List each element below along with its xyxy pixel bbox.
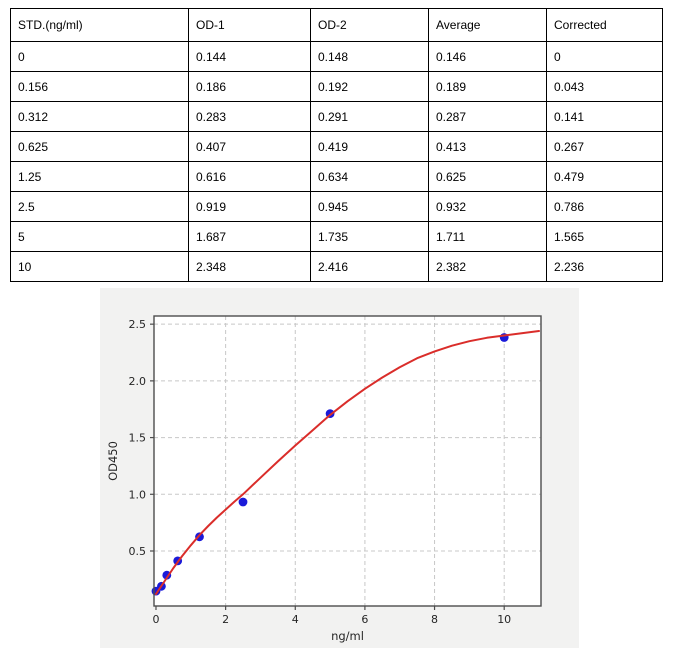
table-cell: 0.634 <box>310 161 429 192</box>
column-header-std-ng-ml-: STD.(ng/ml) <box>10 8 189 42</box>
table-cell: 0.141 <box>546 101 663 132</box>
table-cell: 0.156 <box>10 71 189 102</box>
standard-curve-chart: 0 2 4 6 8 10 0.5 1.0 1.5 2.0 2.5 ng/ml OD450 <box>100 288 579 648</box>
table-cell: 5 <box>10 221 189 252</box>
plot-frame <box>153 315 542 607</box>
y-tick-label: 1.5 <box>129 432 147 445</box>
table-cell: 0.419 <box>310 131 429 162</box>
standards-table: STD.(ng/ml) OD-1 OD-2 Average Corrected 0 0.1… <box>10 8 663 282</box>
table-cell: 10 <box>10 251 189 282</box>
table-cell: 2.348 <box>188 251 311 282</box>
table-cell: 0.932 <box>428 191 547 222</box>
table-row: 5 1.687 1.735 1.711 1.565 <box>10 221 663 252</box>
y-axis-label: OD450 <box>106 441 120 481</box>
x-tick-label: 6 <box>361 613 368 626</box>
table-cell: 0.407 <box>188 131 311 162</box>
x-tick-label: 8 <box>431 613 438 626</box>
table-row: 0.312 0.283 0.291 0.287 0.141 <box>10 101 663 132</box>
table-cell: 1.687 <box>188 221 311 252</box>
table-cell: 2.5 <box>10 191 189 222</box>
column-header-corrected: Corrected <box>546 8 663 42</box>
table-cell: 0.267 <box>546 131 663 162</box>
table-cell: 1.735 <box>310 221 429 252</box>
chart-canvas: 0 2 4 6 8 10 0.5 1.0 1.5 2.0 2.5 ng/ml OD450 <box>106 315 542 643</box>
table-row: 10 2.348 2.416 2.382 2.236 <box>10 251 663 282</box>
table-cell: 0.287 <box>428 101 547 132</box>
standards-table-header: STD.(ng/ml) OD-1 OD-2 Average Corrected <box>10 8 663 42</box>
table-cell: 0.148 <box>310 41 429 72</box>
table-cell: 0.291 <box>310 101 429 132</box>
x-tick-label: 2 <box>222 613 229 626</box>
table-cell: 0 <box>546 41 663 72</box>
table-cell: 0.625 <box>10 131 189 162</box>
fit-curve <box>155 330 540 596</box>
table-cell: 2.236 <box>546 251 663 282</box>
x-tick-label: 4 <box>292 613 299 626</box>
table-cell: 0.192 <box>310 71 429 102</box>
table-row: 2.5 0.919 0.945 0.932 0.786 <box>10 191 663 222</box>
table-row: 1.25 0.616 0.634 0.625 0.479 <box>10 161 663 192</box>
column-header-average: Average <box>428 8 547 42</box>
table-cell: 0.312 <box>10 101 189 132</box>
table-cell: 2.382 <box>428 251 547 282</box>
data-point <box>238 497 248 507</box>
table-cell: 0.919 <box>188 191 311 222</box>
table-cell: 0.283 <box>188 101 311 132</box>
table-cell: 1.711 <box>428 221 547 252</box>
table-cell: 1.25 <box>10 161 189 192</box>
column-header-od-2: OD-2 <box>310 8 429 42</box>
table-cell: 0.146 <box>428 41 547 72</box>
table-cell: 0.625 <box>428 161 547 192</box>
y-tick-label: 2.5 <box>129 318 147 331</box>
plot-area <box>154 316 541 606</box>
y-tick-label: 1.0 <box>129 488 147 501</box>
table-cell: 1.565 <box>546 221 663 252</box>
table-cell: 0.616 <box>188 161 311 192</box>
table-cell: 0.413 <box>428 131 547 162</box>
x-tick-label: 0 <box>152 613 159 626</box>
table-cell: 2.416 <box>310 251 429 282</box>
table-cell: 0.189 <box>428 71 547 102</box>
y-tick-label: 2.0 <box>129 375 147 388</box>
table-cell: 0 <box>10 41 189 72</box>
table-row: 0.625 0.407 0.419 0.413 0.267 <box>10 131 663 162</box>
column-header-od-1: OD-1 <box>188 8 311 42</box>
x-tick-label: 10 <box>497 613 511 626</box>
table-row: 0.156 0.186 0.192 0.189 0.043 <box>10 71 663 102</box>
x-axis-label: ng/ml <box>331 629 364 643</box>
table-cell: 0.945 <box>310 191 429 222</box>
table-cell: 0.479 <box>546 161 663 192</box>
table-row: 0 0.144 0.148 0.146 0 <box>10 41 663 72</box>
table-cell: 0.043 <box>546 71 663 102</box>
table-cell: 0.144 <box>188 41 311 72</box>
table-cell: 0.186 <box>188 71 311 102</box>
table-cell: 0.786 <box>546 191 663 222</box>
y-tick-label: 0.5 <box>129 545 147 558</box>
table-header-row: STD.(ng/ml) OD-1 OD-2 Average Corrected <box>10 8 663 42</box>
standards-table-body: 0 0.144 0.148 0.146 0 0.156 0.186 0.192 0.189 0.0… <box>10 41 663 282</box>
